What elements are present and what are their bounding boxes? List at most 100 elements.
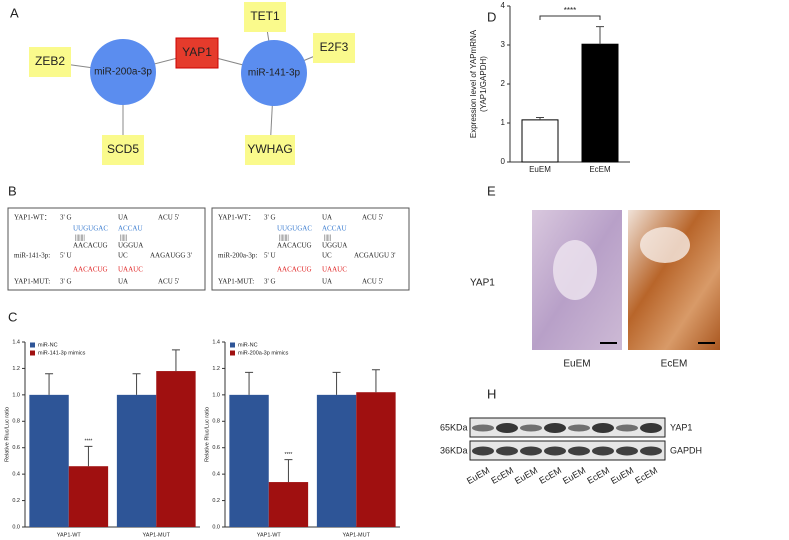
panel-label: E xyxy=(487,183,496,198)
sequence-text: UUGUGAC xyxy=(73,225,108,233)
panel-label: C xyxy=(8,309,17,324)
y-tick-label: 1 xyxy=(501,118,506,127)
legend-swatch xyxy=(30,350,35,356)
sequence-text: UAAUC xyxy=(322,266,347,274)
error-bar xyxy=(45,373,54,395)
node-label: miR-200a-3p xyxy=(94,67,152,78)
error-bar xyxy=(284,459,293,483)
blot-band xyxy=(520,446,542,456)
sequence-box xyxy=(7,207,206,291)
x-tick-label: YAP1-MUT xyxy=(143,532,171,538)
y-tick-label: 0.8 xyxy=(12,419,20,425)
lane-label: EcEM xyxy=(585,465,611,486)
lane-label: EuEM xyxy=(609,465,635,486)
sequence-text: UUGUGAC xyxy=(277,225,312,233)
sequence-text: ||||||| xyxy=(75,234,85,242)
bar xyxy=(356,392,396,527)
sequence-box xyxy=(211,207,410,291)
ihc-gland xyxy=(553,240,597,300)
marker-label: 36KDa xyxy=(440,445,468,455)
y-tick-label: 4 xyxy=(501,1,506,10)
y-tick-label: 3 xyxy=(501,40,506,49)
bar xyxy=(268,482,309,527)
sequence-text: miR-141-3p: xyxy=(14,252,50,260)
node-label: TET1 xyxy=(250,9,280,23)
sequence-text: UA xyxy=(118,214,128,222)
sequence-text: YAP1-WT： xyxy=(218,214,255,222)
bar xyxy=(116,394,157,527)
y-tick-label: 0 xyxy=(501,157,506,166)
y-tick-label: 1.4 xyxy=(12,339,20,345)
blot-band xyxy=(472,424,494,432)
row-label: YAP1 xyxy=(470,278,495,289)
gene-node xyxy=(245,135,295,165)
y-tick-label: 1.2 xyxy=(12,366,20,372)
y-tick-label: 0.2 xyxy=(212,498,220,504)
sequence-text: YAP1-MUT: xyxy=(218,278,254,286)
sequence-text: UC xyxy=(118,252,128,260)
x-tick-label: YAP1-MUT xyxy=(343,532,371,538)
y-tick-label: 0.0 xyxy=(12,524,20,530)
sequence-text: ||||||| xyxy=(279,234,289,242)
lane-label: EcEM xyxy=(633,465,659,486)
bar xyxy=(521,119,559,163)
lane-label: EcEM xyxy=(537,465,563,486)
sequence-text: ACU 5' xyxy=(362,278,383,286)
error-bar xyxy=(371,369,380,393)
y-tick-label: 0.4 xyxy=(12,472,20,478)
sequence-text: AACACUG xyxy=(277,266,312,274)
bar xyxy=(29,394,69,527)
sequence-text: ACCAU xyxy=(322,225,347,233)
blot-band xyxy=(544,423,566,433)
protein-label: GAPDH xyxy=(670,445,702,455)
error-bar xyxy=(332,371,341,395)
gene-node xyxy=(29,47,71,77)
sequence-text: 3' G xyxy=(60,214,72,222)
sequence-text: UA xyxy=(322,278,332,286)
significance: **** xyxy=(85,439,93,445)
sequence-text: AAGAUGG 3' xyxy=(150,252,192,260)
legend-label: miR-200a-3p mimics xyxy=(238,350,289,356)
node-label: YWHAG xyxy=(247,142,292,156)
sequence-text: ||||| xyxy=(324,234,331,242)
sequence-text: 3' G xyxy=(264,278,276,286)
bar xyxy=(229,394,269,527)
y-tick-label: 0.6 xyxy=(12,445,20,451)
blot-row xyxy=(469,440,666,461)
sequence-text: UC xyxy=(322,252,332,260)
node-label: miR-141-3p xyxy=(248,68,301,79)
sequence-text: UGGUA xyxy=(118,242,143,250)
legend-label: miR-NC xyxy=(238,342,258,348)
y-tick-label: 0.2 xyxy=(12,498,20,504)
error-bar xyxy=(84,445,93,467)
blot-band xyxy=(472,446,494,456)
legend-swatch xyxy=(230,350,235,356)
panel-label: A xyxy=(10,5,19,20)
blot-band xyxy=(616,424,638,432)
y-tick-label: 0.4 xyxy=(212,472,220,478)
y-axis-label: Relative Rluc/Luc ratio xyxy=(204,407,210,462)
gene-node xyxy=(175,37,219,69)
error-bar xyxy=(132,373,141,395)
error-bar xyxy=(245,371,254,395)
legend-label: miR-141-3p mimics xyxy=(38,350,86,356)
blot-band xyxy=(592,423,614,433)
sequence-text: 3' G xyxy=(60,278,72,286)
y-tick-label: 1.0 xyxy=(212,392,220,398)
x-tick-label: YAP1-WT xyxy=(57,532,82,538)
y-axis-label: Expression level of YAPmRNA xyxy=(469,29,478,138)
blot-band xyxy=(640,423,662,433)
lane-label: EuEM xyxy=(561,465,587,486)
sequence-text: miR-200a-3p: xyxy=(218,252,257,260)
blot-row xyxy=(469,417,666,438)
sequence-text: YAP1-MUT: xyxy=(14,278,50,286)
significance: **** xyxy=(285,452,293,458)
blot-band xyxy=(616,446,638,456)
sequence-text: ACU 5' xyxy=(158,214,179,222)
y-tick-label: 1.0 xyxy=(12,392,20,398)
marker-label: 65KDa xyxy=(440,422,468,432)
bar xyxy=(316,394,357,527)
legend-swatch xyxy=(30,342,35,348)
sequence-text: UGGUA xyxy=(322,242,347,250)
